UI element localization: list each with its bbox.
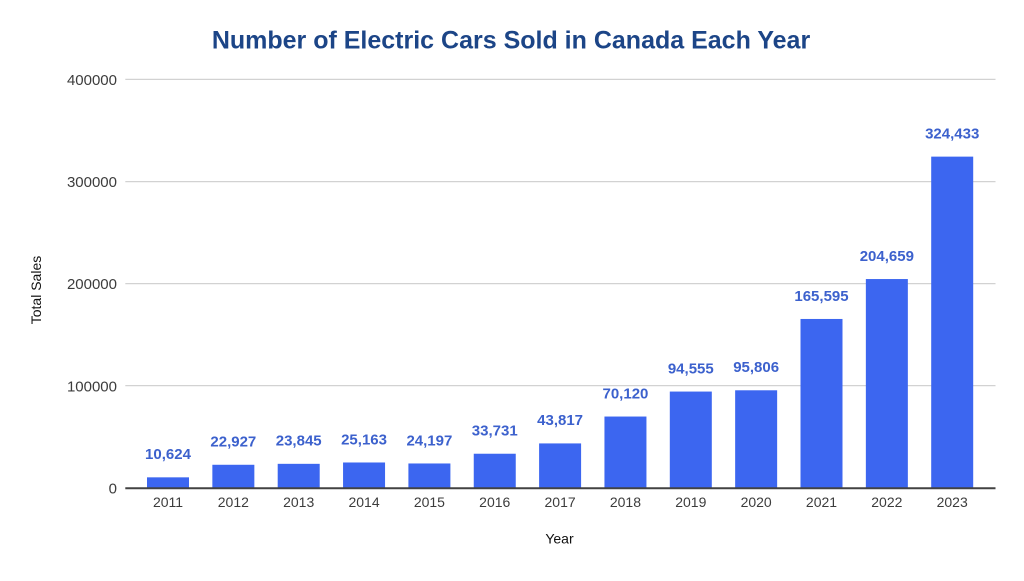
svg-text:2014: 2014 [348,494,379,510]
svg-text:2021: 2021 [806,494,837,510]
svg-text:95,806: 95,806 [733,359,779,376]
svg-text:165,595: 165,595 [794,288,848,305]
svg-text:2012: 2012 [218,494,249,510]
svg-text:2023: 2023 [937,494,968,510]
svg-text:0: 0 [109,481,117,498]
svg-text:Total Sales: Total Sales [28,256,44,324]
svg-text:2017: 2017 [545,494,576,510]
svg-text:324,433: 324,433 [925,125,979,142]
svg-text:94,555: 94,555 [668,360,714,377]
svg-text:300000: 300000 [67,174,117,191]
svg-text:10,624: 10,624 [145,446,192,463]
svg-text:204,659: 204,659 [860,248,914,265]
svg-text:43,817: 43,817 [537,412,583,429]
svg-text:2016: 2016 [479,494,510,510]
svg-text:22,927: 22,927 [210,434,256,451]
svg-text:400000: 400000 [67,72,117,89]
svg-text:2019: 2019 [675,494,706,510]
svg-text:2011: 2011 [153,494,183,510]
svg-text:70,120: 70,120 [603,385,649,402]
svg-text:23,845: 23,845 [276,433,322,450]
svg-text:Year: Year [545,531,574,547]
svg-text:2018: 2018 [610,494,641,510]
svg-text:25,163: 25,163 [341,431,387,448]
svg-text:200000: 200000 [67,276,117,293]
svg-text:2015: 2015 [414,494,445,510]
svg-text:33,731: 33,731 [472,423,518,440]
svg-text:Number of Electric Cars Sold i: Number of Electric Cars Sold in Canada E… [212,27,811,55]
svg-text:2022: 2022 [871,494,902,510]
svg-text:2013: 2013 [283,494,314,510]
svg-text:24,197: 24,197 [406,432,452,449]
svg-text:2020: 2020 [741,494,772,510]
svg-text:100000: 100000 [67,378,117,395]
